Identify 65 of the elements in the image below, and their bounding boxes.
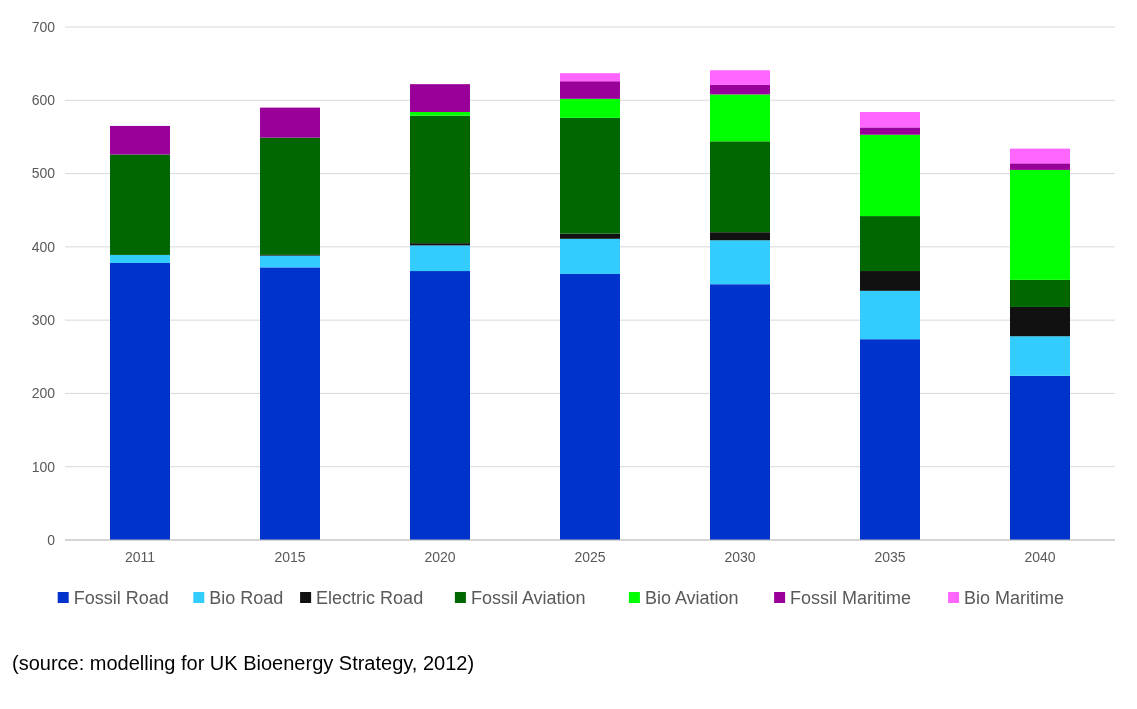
bar [1010,336,1070,376]
bar [560,73,620,82]
bar [560,273,620,540]
bar [860,339,920,540]
x-tick-label: 2020 [424,549,456,565]
bar [860,271,920,291]
bar [560,233,620,239]
bar [1010,163,1070,170]
x-tick-label: 2025 [574,549,606,565]
bar [110,254,170,263]
legend-label: Electric Road [316,588,424,609]
bar [710,84,770,95]
x-tick-label: 2035 [874,549,906,565]
bar [410,245,470,272]
bar [410,84,470,113]
bar [860,127,920,135]
bar [710,94,770,142]
bar [1010,169,1070,280]
bar [860,112,920,128]
bar [710,141,770,233]
bar [560,98,620,118]
bar [110,262,170,540]
bar [260,267,320,540]
bar [260,137,320,255]
x-tick-label: 2015 [274,549,306,565]
y-tick-label: 600 [31,92,56,109]
bar [710,232,770,241]
bar [860,290,920,340]
bar [410,271,470,540]
bar [560,238,620,274]
bar [260,107,320,138]
legend-label: Bio Road [209,588,284,609]
bar [560,117,620,234]
bar [410,112,470,116]
bar [1010,306,1070,337]
legend-label: Fossil Road [73,588,169,609]
bar [710,240,770,285]
x-tick-label: 2011 [124,549,156,565]
y-tick-label: 500 [31,165,56,182]
bar [710,70,770,85]
legend-label: Fossil Aviation [470,588,586,609]
text: (source: modelling for UK Bioenergy Strategy, 2012) [12,652,475,674]
bar [1010,148,1070,164]
y-tick-label: 300 [31,312,56,329]
bar [410,243,470,246]
y-tick-label: 0 [47,531,56,548]
y-tick-label: 700 [31,18,56,35]
x-tick-label: 2040 [1024,549,1056,565]
legend-label: Bio Maritime [964,588,1065,609]
bar [260,255,320,268]
legend-label: Fossil Maritime [790,588,912,609]
bar [1010,375,1070,540]
legend-label: Bio Aviation [644,588,739,609]
bar [710,284,770,540]
bar [410,115,470,244]
x-tick-label: 2030 [724,549,756,565]
bar [110,154,170,255]
bar [1010,279,1070,307]
y-tick-label: 100 [31,458,56,475]
bar [110,125,170,155]
bar [560,81,620,99]
bar [860,134,920,217]
y-tick-label: 200 [31,385,56,402]
y-tick-label: 400 [31,238,56,255]
bar [860,216,920,272]
